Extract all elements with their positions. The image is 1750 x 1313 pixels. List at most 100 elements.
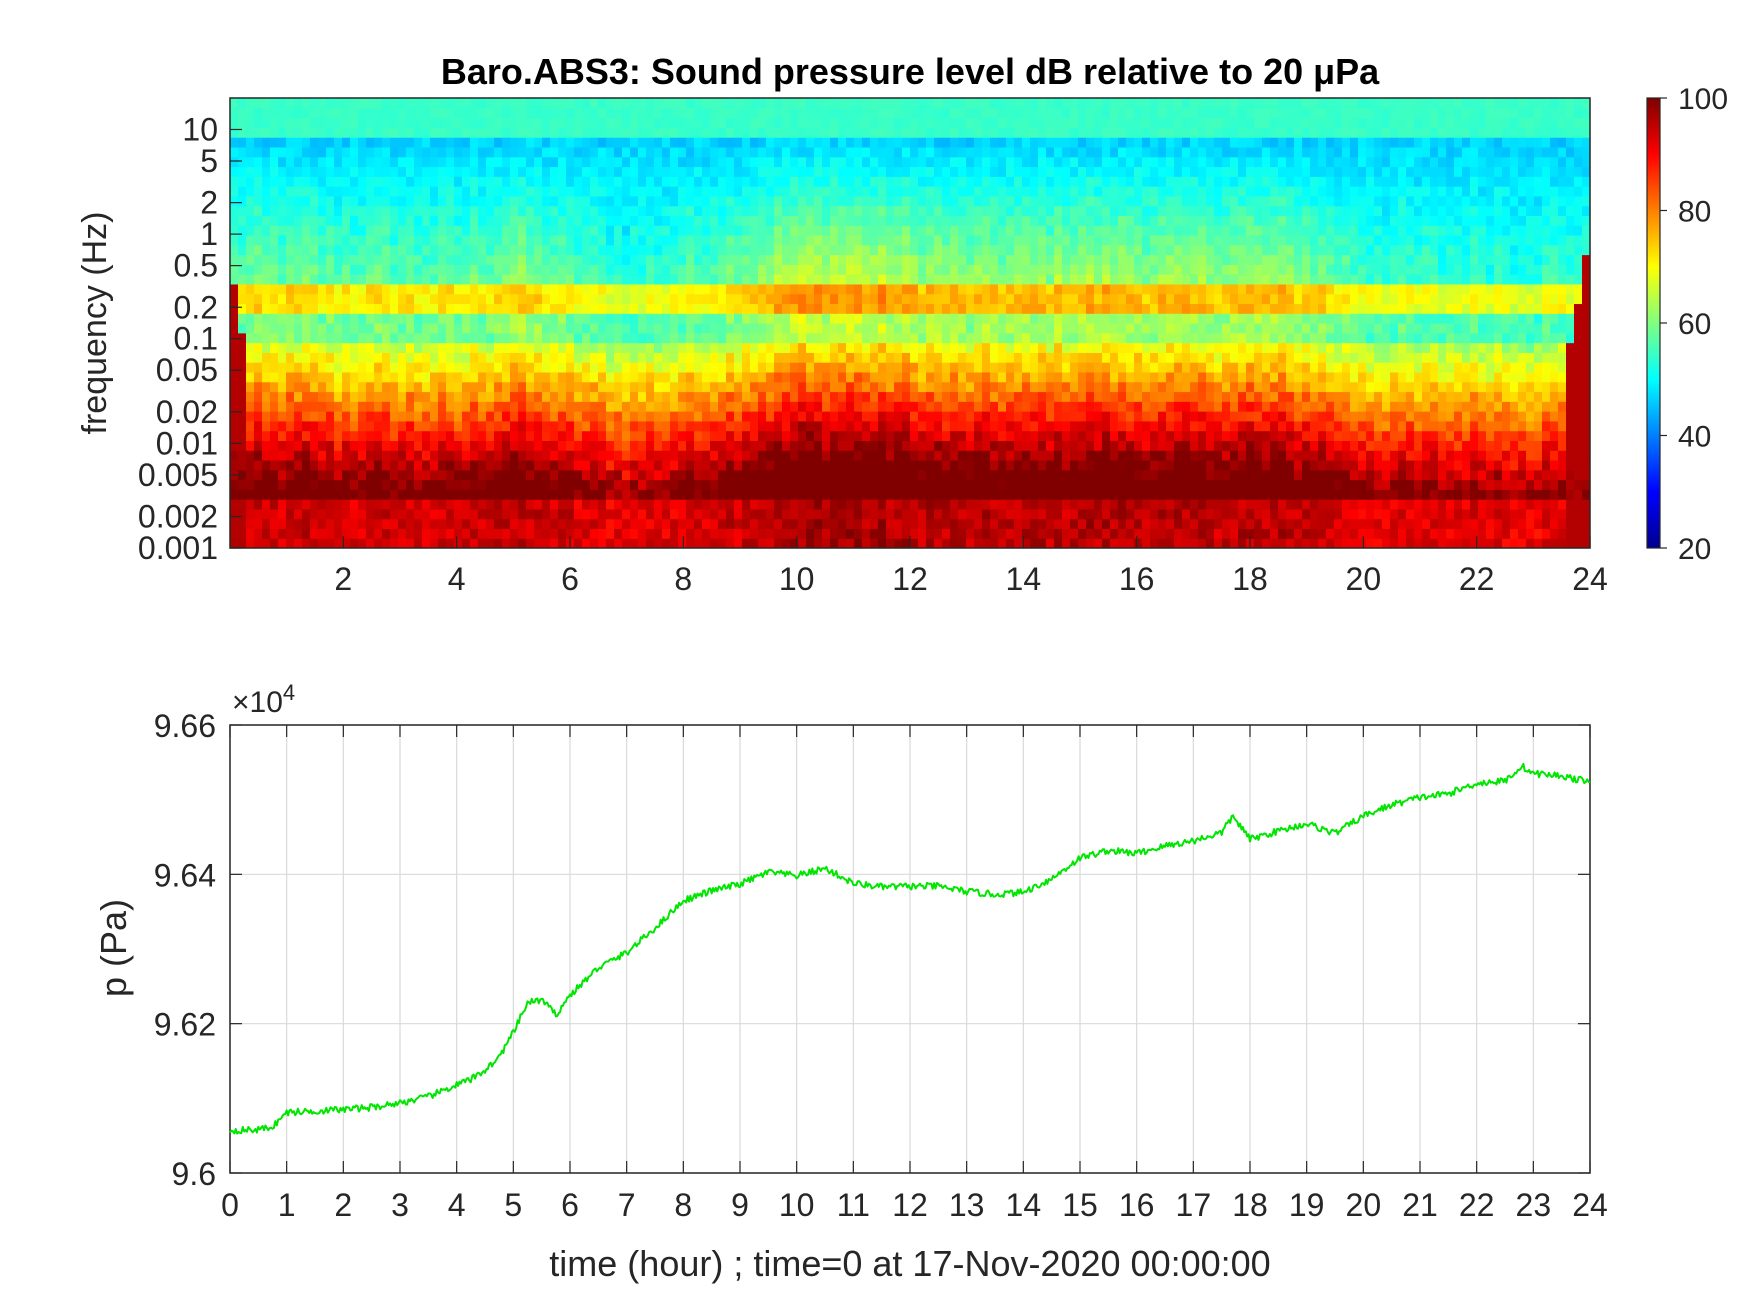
spectrogram-cell	[310, 303, 319, 314]
spectrogram-cell	[358, 401, 367, 412]
spectrogram-cell	[622, 479, 631, 490]
spectrogram-cell	[574, 254, 583, 265]
spectrogram-cell	[470, 440, 479, 451]
spectrogram-cell	[950, 499, 959, 510]
spectrogram-cell	[822, 195, 831, 207]
spectrogram-cell	[430, 440, 439, 451]
spectrogram-cell	[1078, 401, 1087, 412]
spectrogram-cell	[670, 195, 679, 207]
spectrogram-cell	[742, 499, 751, 510]
spectrogram-cell	[1030, 489, 1039, 500]
spectrogram-cell	[734, 499, 743, 510]
spectrogram-cell	[558, 440, 567, 451]
spectrogram-cell	[766, 323, 775, 334]
spectrogram-cell	[742, 342, 751, 353]
spectrogram-cell	[326, 205, 335, 216]
spectrogram-cell	[1014, 342, 1023, 353]
spectrogram-cell	[366, 469, 375, 481]
spectrogram-cell	[1006, 528, 1015, 539]
spectrogram-cell	[494, 342, 503, 353]
spectrogram-cell	[998, 225, 1007, 236]
spectrogram-cell	[342, 430, 351, 441]
spectrogram-cell	[870, 508, 879, 520]
spectrogram-cell	[358, 362, 367, 373]
spectrogram-cell	[670, 459, 679, 471]
spectrogram-cell	[1022, 371, 1031, 383]
spectrogram-cell	[822, 342, 831, 353]
spectrogram-cell	[862, 127, 871, 138]
spectrogram-cell	[878, 489, 887, 500]
spectrogram-cell	[270, 508, 279, 520]
spectrogram-cell	[710, 146, 719, 158]
spectrogram-cell	[382, 137, 391, 148]
spectrogram-cell	[582, 244, 591, 256]
spectrogram-cell	[638, 264, 647, 275]
spectrogram-cell	[854, 146, 863, 158]
spectrogram-cell	[822, 215, 831, 226]
spectrogram-cell	[358, 459, 367, 471]
spectrogram-cell	[926, 499, 935, 510]
spectrogram-cell	[742, 450, 751, 461]
spectrogram-cell	[262, 391, 271, 402]
spectrogram-cell	[982, 499, 991, 510]
spectrogram-cell	[958, 176, 967, 187]
spectrogram-cell	[798, 411, 807, 422]
spectrogram-cell	[286, 371, 295, 383]
spectrogram-cell	[470, 450, 479, 461]
spectrogram-cell	[366, 538, 375, 548]
spectrogram-cell	[598, 440, 607, 451]
spectrogram-cell	[254, 176, 263, 187]
spectrogram-cell	[742, 362, 751, 373]
spectrogram-cell	[342, 420, 351, 432]
spectrogram-cell	[1094, 303, 1103, 314]
spectrogram-cell	[830, 127, 839, 138]
spectrogram-cell	[982, 420, 991, 432]
spectrogram-cell	[398, 98, 407, 109]
spectrogram-cell	[838, 166, 847, 177]
spectrogram-cell	[326, 362, 335, 373]
spectrogram-cell	[710, 391, 719, 402]
spectrogram-cell	[630, 274, 639, 285]
spectrogram-cell	[950, 234, 959, 246]
spectrogram-cell	[854, 401, 863, 412]
spectrogram-cell	[950, 489, 959, 500]
spectrogram-cell	[478, 313, 487, 324]
spectrogram-cell	[454, 166, 463, 177]
spectrogram-cell	[622, 332, 631, 344]
spectrogram-cell	[926, 176, 935, 187]
spectrogram-cell	[406, 166, 415, 177]
spectrogram-cell	[1006, 508, 1015, 520]
spectrogram-cell	[782, 323, 791, 334]
spectrogram-cell	[550, 176, 559, 187]
spectrogram-cell	[278, 293, 287, 305]
spectrogram-cell	[814, 450, 823, 461]
spectrogram-cell	[358, 381, 367, 393]
spectrogram-cell	[390, 205, 399, 216]
spectrogram-cell	[630, 430, 639, 441]
spectrogram-cell	[438, 293, 447, 305]
spectrogram-cell	[446, 293, 455, 305]
spectrogram-cell	[694, 499, 703, 510]
spectrogram-cell	[1094, 489, 1103, 500]
spectrogram-cell	[518, 146, 527, 158]
spectrogram-cell	[854, 528, 863, 539]
spectrogram-cell	[646, 156, 655, 168]
spectrogram-cell	[798, 137, 807, 148]
spectrogram-cell	[790, 283, 799, 295]
spectrogram-cell	[486, 420, 495, 432]
spectrogram-cell	[542, 225, 551, 236]
spectrogram-cell	[726, 440, 735, 451]
spectrogram-cell	[758, 342, 767, 353]
spectrogram-cell	[638, 186, 647, 197]
spectrogram-cell	[974, 459, 983, 471]
spectrogram-cell	[1070, 303, 1079, 314]
spectrogram-cell	[854, 195, 863, 207]
spectrogram-cell	[430, 411, 439, 422]
spectrogram-cell	[950, 264, 959, 275]
spectrogram-cell	[638, 411, 647, 422]
spectrogram-cell	[262, 332, 271, 344]
spectrogram-cell	[582, 401, 591, 412]
spectrogram-cell	[806, 362, 815, 373]
spectrogram-cell	[334, 479, 343, 490]
spectrogram-cell	[238, 411, 247, 422]
